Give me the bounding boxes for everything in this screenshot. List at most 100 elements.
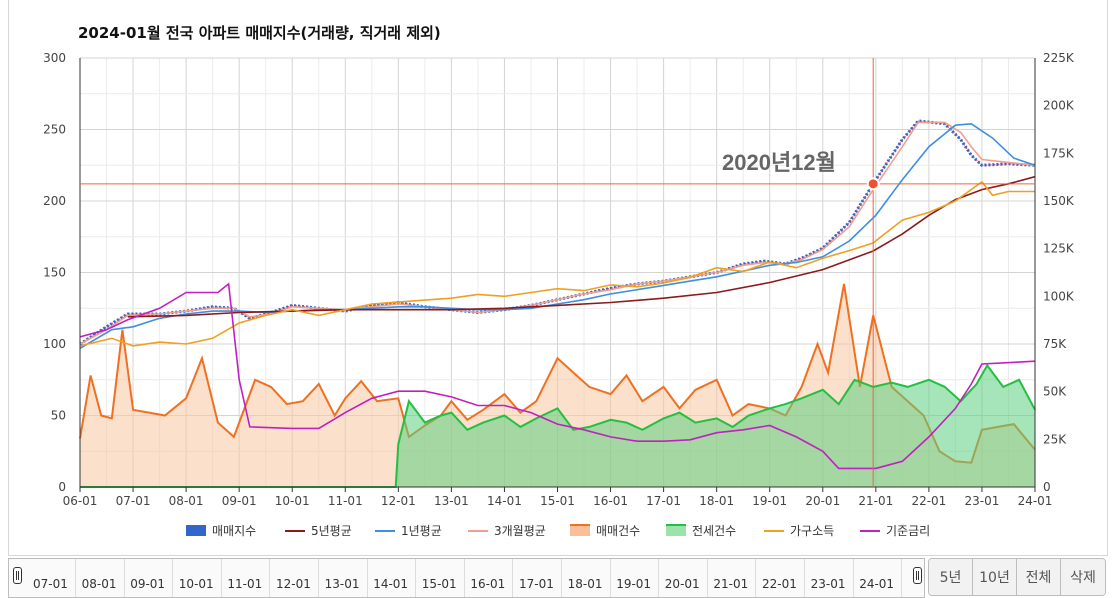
legend-item-매매건수[interactable]: 매매건수 — [570, 524, 640, 538]
navigator-separator — [512, 559, 514, 597]
y-right-tick-label: 150K — [1043, 194, 1075, 208]
x-tick-label: 22-01 — [911, 494, 946, 508]
legend-item-가구소득[interactable]: 가구소득 — [764, 524, 834, 538]
y-left-tick-label: 250 — [43, 123, 66, 137]
navigator-separator — [609, 559, 611, 597]
x-tick-label: 19-01 — [752, 494, 787, 508]
legend-label: 기준금리 — [886, 524, 930, 538]
y-left-tick-label: 0 — [58, 480, 66, 494]
x-tick-label: 10-01 — [275, 494, 310, 508]
y-right-tick-label: 175K — [1043, 146, 1075, 160]
navigator-separator — [75, 559, 76, 597]
axes: 06-01 07-01 08-01 09-01 10-01 11-01 12-01 13-01… — [43, 51, 1075, 508]
legend-item-전세건수[interactable]: 전세건수 — [666, 524, 736, 538]
legend-label: 매매지수 — [212, 524, 256, 538]
navigator-separator — [706, 559, 708, 597]
series-line-전세건수 — [80, 363, 1036, 488]
series-area-전세건수 — [80, 365, 1035, 487]
navigator-tick-label: 12-01 — [276, 577, 311, 591]
navigator-separator — [220, 559, 222, 597]
x-tick-label: 08-01 — [169, 494, 204, 508]
y-left-tick-label: 100 — [43, 337, 66, 351]
navigator-tick-label: 17-01 — [519, 577, 554, 591]
legend-label: 가구소득 — [790, 524, 834, 538]
legend-swatch — [570, 525, 590, 536]
legend-label: 5년평균 — [311, 524, 352, 538]
legend-label: 1년평균 — [401, 524, 442, 538]
legend-label: 매매건수 — [596, 524, 640, 538]
navigator-separator — [415, 559, 417, 597]
navigator-separator — [172, 559, 174, 597]
y-left-tick-label: 200 — [43, 194, 66, 208]
y-left-tick-label: 300 — [43, 51, 66, 65]
navigator-tick-label: 19-01 — [616, 577, 652, 591]
legend-item-5년평균[interactable]: 5년평균 — [285, 524, 352, 538]
range-navigator[interactable]: 07-01 08-01 09-01 10-01 11-01 12-01 13-01 14-01… — [8, 558, 925, 598]
x-tick-label: 15-01 — [540, 494, 575, 508]
navigator-tick-label: 07-01 — [33, 577, 68, 591]
y-right-tick-label: 200K — [1043, 99, 1075, 113]
navigator-tick-label: 21-01 — [713, 577, 749, 591]
navigator-separator — [804, 559, 805, 597]
x-tick-label: 23-01 — [965, 494, 1000, 508]
range-all-button[interactable]: 전체 — [1017, 559, 1061, 595]
x-tick-label: 17-01 — [646, 494, 681, 508]
x-tick-label: 18-01 — [699, 494, 734, 508]
x-tick-label: 12-01 — [381, 494, 416, 508]
range-button-group: 5년 10년 전체 삭제 — [928, 558, 1106, 596]
navigator-separator — [658, 559, 660, 597]
navigator-tick-label: 16-01 — [470, 577, 506, 591]
navigator-tick-label: 08-01 — [81, 577, 117, 591]
navigator-tick-label: 09-01 — [130, 577, 166, 591]
navigator-separator — [755, 559, 757, 597]
x-tick-label: 16-01 — [593, 494, 628, 508]
navigator-separator — [366, 559, 368, 597]
navigator-tick-label: 20-01 — [664, 577, 700, 591]
y-right-tick-label: 100K — [1043, 289, 1075, 303]
x-tick-label: 13-01 — [434, 494, 469, 508]
y-right-tick-label: 50K — [1043, 385, 1067, 399]
range-10y-button[interactable]: 10년 — [973, 559, 1017, 595]
navigator-tick-label: 18-01 — [567, 577, 603, 591]
y-right-tick-label: 125K — [1043, 242, 1075, 256]
navigator-tick-label: 13-01 — [324, 577, 360, 591]
series-line-1년평균 — [79, 122, 1036, 349]
series-line-5년평균 — [127, 175, 1036, 318]
legend-swatch — [666, 525, 686, 536]
range-5y-button[interactable]: 5년 — [929, 559, 973, 595]
legend-label: 3개월평균 — [494, 524, 546, 538]
y-right-tick-label: 225K — [1043, 51, 1075, 65]
legend-label: 전세건수 — [692, 524, 736, 538]
navigator-separator — [318, 559, 319, 597]
navigator-tick-label: 22-01 — [762, 577, 797, 591]
y-left-tick-label: 50 — [51, 409, 66, 423]
navigator-separator — [269, 559, 271, 597]
navigator-left-handle[interactable] — [13, 567, 22, 584]
navigator-tick-label: 24-01 — [859, 577, 895, 591]
x-tick-label: 24-01 — [1018, 494, 1053, 508]
legend-item-기준금리[interactable]: 기준금리 — [860, 524, 930, 538]
chart-title: 2024-01월 전국 아파트 매매지수(거래량, 직거래 제외) — [78, 24, 441, 42]
navigator-tick-label: 15-01 — [421, 577, 457, 591]
x-tick-label: 14-01 — [487, 494, 522, 508]
delete-button[interactable]: 삭제 — [1061, 559, 1105, 595]
navigator-right-handle[interactable] — [913, 567, 922, 584]
legend-item-1년평균[interactable]: 1년평균 — [375, 524, 442, 538]
series-line-overlay-매매지수 — [79, 120, 1036, 345]
x-tick-label: 20-01 — [805, 494, 840, 508]
navigator-tick-label: 10-01 — [178, 577, 214, 591]
navigator-separator — [463, 559, 465, 597]
navigator-separator — [123, 559, 125, 597]
y-left-tick-label: 150 — [43, 266, 66, 280]
series-line-3개월평균 — [79, 121, 1036, 345]
x-tick-label: 21-01 — [858, 494, 893, 508]
navigator-separator — [852, 559, 854, 597]
crosshair-point — [866, 177, 880, 191]
legend-swatch — [186, 525, 206, 536]
navigator-tick-label: 23-01 — [810, 577, 846, 591]
legend-item-3개월평균[interactable]: 3개월평균 — [468, 524, 546, 538]
legend[interactable]: 매매지수 5년평균 1년평균 3개월평균 매매건수 전세건수 가구소득 기준금리 — [186, 524, 930, 538]
legend-item-매매지수[interactable]: 매매지수 — [186, 524, 256, 538]
annotation-label: 2020년12월 — [722, 150, 836, 175]
series-line-기준금리 — [79, 282, 1036, 470]
